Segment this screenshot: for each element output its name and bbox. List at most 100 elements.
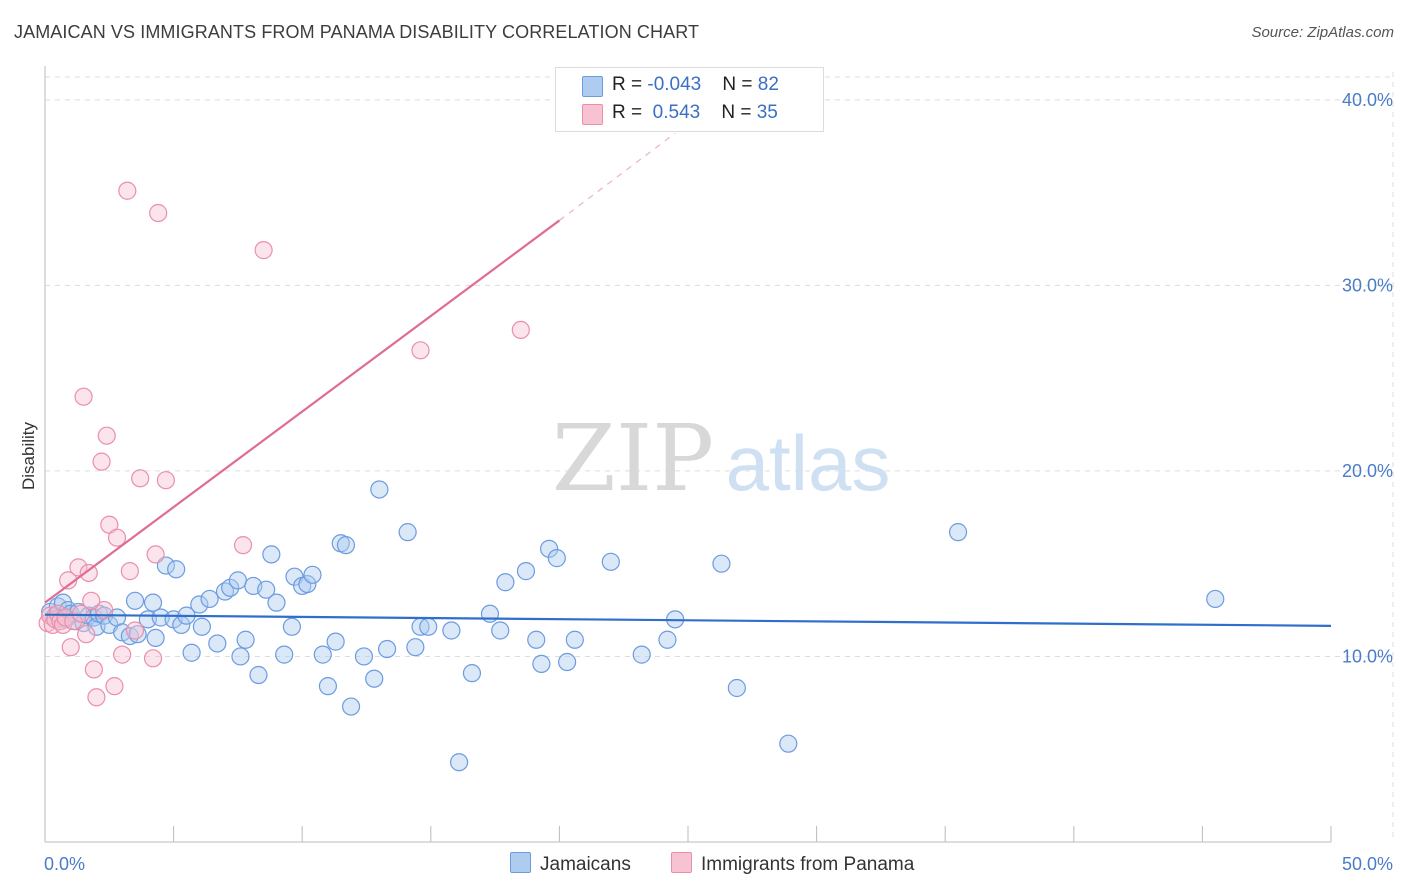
panama-point [53,615,73,635]
panama-trend-extension [559,132,676,221]
jamaican-point [221,578,240,597]
panama-point [97,426,116,445]
panama-trend-line [44,219,561,604]
data-points [38,181,1225,772]
swatch-jamaicans [510,852,531,873]
jamaican-point [156,556,175,575]
legend-r-label: R = [612,74,648,95]
jamaican-point [658,630,677,649]
jamaican-point [200,589,219,609]
jamaican-point [326,632,345,651]
panama-point [143,649,163,668]
watermark-zip: ZIP [552,405,714,512]
panama-point [131,469,150,488]
jamaican-point [236,630,255,649]
panama-point [146,545,165,564]
jamaican-point [727,678,746,698]
jamaican-point [565,630,584,649]
panama-point [113,645,132,664]
jamaican-point [303,565,322,584]
panama-point [120,562,139,581]
panama-point [77,625,96,644]
legend-n-label: N = [722,74,758,95]
legend-n-value: 82 [757,74,779,95]
jamaican-point [558,652,577,672]
jamaican-point [532,654,551,673]
bottom-legend-panama: Immigrants from Panama [671,852,914,876]
jamaican-point [406,638,425,657]
jamaican-point [208,634,227,653]
jamaican-point [228,571,247,590]
jamaican-point [249,665,268,685]
jamaican-point [442,621,461,640]
panama-point [149,203,168,223]
jamaican-point [146,628,165,648]
legend-swatch-pink [582,104,603,125]
jamaican-point [419,617,438,636]
axes [44,66,1332,843]
bottom-legend-jamaicans: Jamaicans [510,852,631,876]
legend-r-value: -0.043 [647,74,702,95]
legend-n-label: N = [721,102,757,123]
jamaican-point [318,677,338,696]
jamaican-point [190,595,209,614]
jamaican-point [336,536,356,555]
panama-point [118,181,137,200]
legend-swatch-blue [582,76,603,97]
legend-r-label: R = [612,102,648,123]
jamaican-point [527,630,546,649]
y-axis-label: Disability [19,421,38,490]
panama-point [107,528,127,547]
jamaican-point [354,647,374,666]
jamaican-point [167,560,186,579]
y-tick-label: 30.0% [1342,275,1393,295]
x-tick-label: 0.0% [44,854,85,874]
panama-point [61,638,80,657]
trend-lines [44,132,1332,627]
jamaican-trend-line [44,613,1332,627]
jamaican-point [547,549,566,568]
jamaican-point [540,539,559,558]
panama-point [233,536,253,555]
jamaican-point [192,617,211,636]
jamaican-point [257,580,276,599]
jamaican-point [1206,589,1225,609]
jamaican-point [712,554,731,573]
jamaican-point [370,480,389,499]
y-tick-label: 20.0% [1342,461,1393,481]
panama-point [411,341,430,360]
jamaican-point [231,647,250,666]
jamaican-point [282,617,302,636]
panama-point [69,558,88,577]
jamaican-point [341,697,361,716]
jamaican-point [313,645,332,664]
jamaican-point [182,643,201,662]
panama-point [79,563,98,583]
tick-labels: 10.0% 20.0% 30.0% 40.0% 0.0% 50.0% [44,90,1393,874]
source-label: Source: ZipAtlas.com [1251,24,1394,41]
jamaican-point [779,734,798,753]
panama-point [92,452,111,471]
jamaican-point [275,645,294,664]
jamaican-point [298,574,317,594]
jamaican-point [462,664,482,683]
x-tick-label: 50.0% [1342,854,1393,874]
jamaican-point [398,523,417,542]
panama-point [511,320,530,340]
panama-point [105,677,124,696]
panama-point [71,604,91,623]
y-tick-label: 10.0% [1342,646,1393,666]
legend-box: R = -0.043 N = 82 R = 0.543 N = 35 [555,67,824,132]
jamaican-point [377,639,397,659]
panama-point [82,591,101,610]
jamaican-point [491,621,510,640]
jamaican-point [365,669,384,688]
watermark-atlas: atlas [726,419,891,507]
jamaican-point [267,593,286,612]
panama-point [125,621,145,640]
panama-point [74,387,93,406]
swatch-panama [671,852,692,873]
panama-point [156,471,175,490]
jamaican-point [948,523,968,542]
